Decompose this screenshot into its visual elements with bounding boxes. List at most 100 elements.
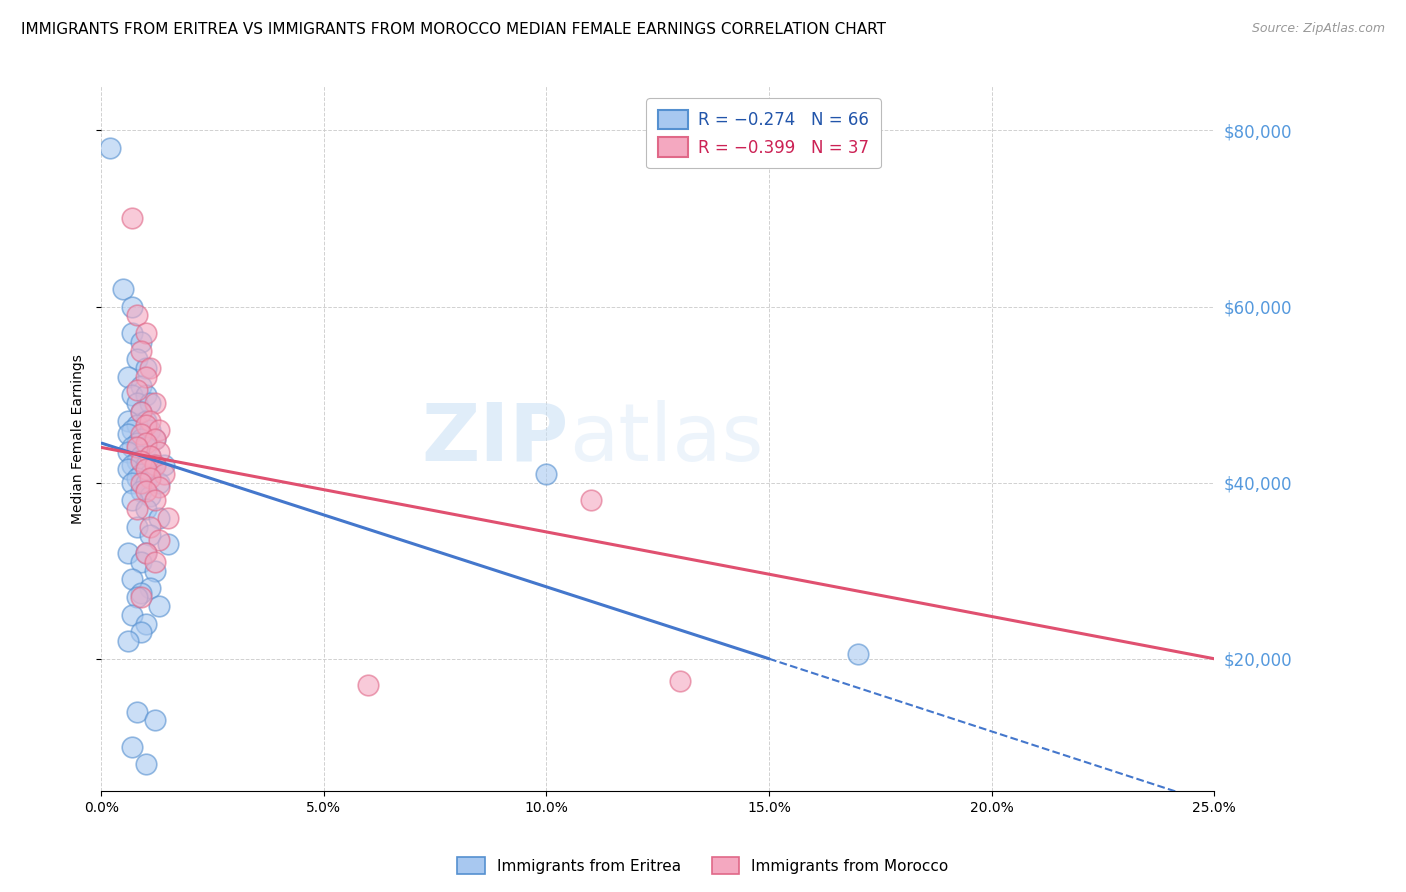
Point: [125, 519, 148, 533]
Point: [121, 211, 143, 226]
Point: [139, 519, 162, 533]
Point: [125, 453, 148, 467]
Point: [143, 458, 166, 472]
Point: [117, 427, 139, 442]
Point: [139, 582, 162, 596]
Point: [129, 453, 152, 467]
Point: [125, 471, 148, 485]
Point: [129, 590, 152, 604]
Point: [152, 467, 174, 481]
Point: [139, 449, 162, 463]
Point: [121, 607, 143, 622]
Point: [125, 705, 148, 719]
Point: [135, 414, 157, 428]
Point: [135, 502, 157, 516]
Point: [129, 484, 152, 499]
Point: [125, 502, 148, 516]
Point: [139, 414, 162, 428]
Point: [117, 634, 139, 648]
Point: [152, 458, 174, 472]
Point: [125, 308, 148, 322]
Point: [125, 396, 148, 410]
Point: [121, 475, 143, 490]
Point: [121, 458, 143, 472]
Point: [139, 361, 162, 376]
Legend: R = −0.274   N = 66, R = −0.399   N = 37: R = −0.274 N = 66, R = −0.399 N = 37: [647, 98, 880, 169]
Point: [139, 449, 162, 463]
Point: [156, 511, 179, 525]
Point: [143, 714, 166, 728]
Point: [117, 414, 139, 428]
Point: [121, 441, 143, 455]
Point: [135, 458, 157, 472]
Point: [135, 326, 157, 340]
Point: [129, 555, 152, 569]
Point: [135, 546, 157, 560]
Point: [135, 361, 157, 376]
Point: [135, 616, 157, 631]
Point: [135, 387, 157, 401]
Point: [143, 458, 166, 472]
Point: [112, 282, 135, 296]
Point: [148, 423, 170, 437]
Point: [139, 396, 162, 410]
Point: [129, 405, 152, 419]
Legend: Immigrants from Eritrea, Immigrants from Morocco: Immigrants from Eritrea, Immigrants from…: [451, 851, 955, 880]
Point: [129, 378, 152, 392]
Point: [579, 493, 602, 508]
Point: [669, 673, 692, 688]
Point: [139, 467, 162, 481]
Point: [121, 739, 143, 754]
Point: [121, 326, 143, 340]
Point: [129, 405, 152, 419]
Point: [135, 757, 157, 772]
Point: [129, 432, 152, 446]
Point: [125, 590, 148, 604]
Point: [143, 432, 166, 446]
Point: [129, 449, 152, 463]
Point: [129, 467, 152, 481]
Point: [148, 533, 170, 547]
Point: [143, 396, 166, 410]
Point: [98, 141, 121, 155]
Point: [135, 441, 157, 455]
Point: [135, 370, 157, 384]
Point: [148, 475, 170, 490]
Text: IMMIGRANTS FROM ERITREA VS IMMIGRANTS FROM MOROCCO MEDIAN FEMALE EARNINGS CORREL: IMMIGRANTS FROM ERITREA VS IMMIGRANTS FR…: [21, 22, 886, 37]
Point: [129, 343, 152, 358]
Point: [357, 678, 380, 692]
Point: [117, 462, 139, 476]
Point: [143, 432, 166, 446]
Point: [125, 441, 148, 455]
Point: [129, 475, 152, 490]
Text: atlas: atlas: [568, 400, 763, 477]
Point: [121, 493, 143, 508]
Point: [139, 471, 162, 485]
Point: [143, 564, 166, 578]
Point: [148, 480, 170, 494]
Text: Source: ZipAtlas.com: Source: ZipAtlas.com: [1251, 22, 1385, 36]
Point: [121, 573, 143, 587]
Point: [148, 511, 170, 525]
Point: [129, 334, 152, 349]
Text: ZIP: ZIP: [422, 400, 568, 477]
Point: [129, 585, 152, 599]
Point: [135, 484, 157, 499]
Point: [139, 423, 162, 437]
Point: [846, 648, 869, 662]
Point: [148, 445, 170, 459]
Point: [117, 370, 139, 384]
Point: [121, 423, 143, 437]
Point: [125, 436, 148, 450]
Point: [121, 387, 143, 401]
Point: [135, 546, 157, 560]
Point: [143, 493, 166, 508]
Point: [129, 625, 152, 640]
Point: [135, 462, 157, 476]
Point: [121, 300, 143, 314]
Point: [156, 537, 179, 551]
Point: [117, 546, 139, 560]
Point: [135, 436, 157, 450]
Point: [143, 555, 166, 569]
Point: [129, 427, 152, 442]
